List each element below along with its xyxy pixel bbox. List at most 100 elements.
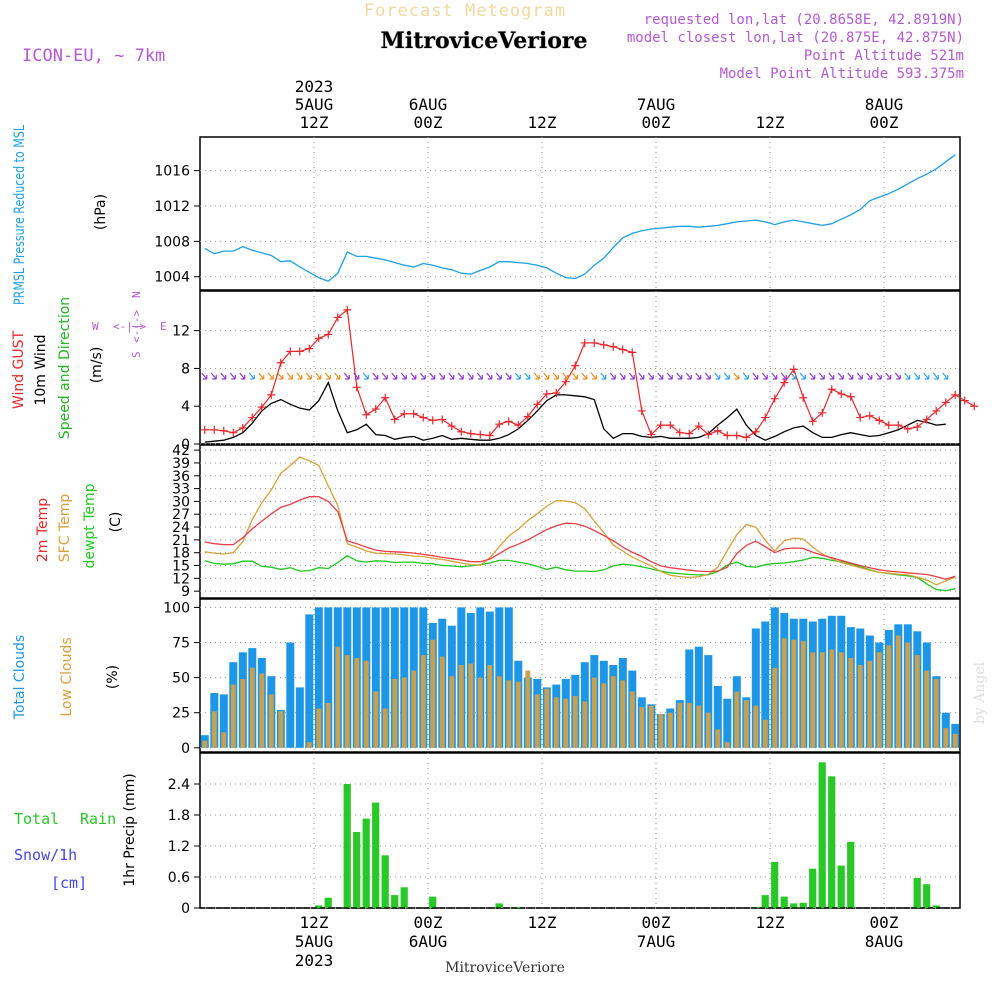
wind-direction-arrow (362, 372, 369, 380)
rain-bar (400, 887, 408, 908)
y-tick-label: 18 (172, 546, 190, 562)
low-cloud-bar (905, 642, 911, 748)
top-hour-label: 00Z (870, 113, 899, 132)
compass-ew: <-|-> (113, 320, 146, 333)
low-cloud-bar (401, 677, 407, 748)
wind-direction-arrow (904, 372, 911, 380)
y-tick-label: 1016 (154, 164, 190, 180)
pressure-title-1: PRMSL Pressure Reduced to MSL (12, 125, 28, 305)
wind-direction-arrow (581, 372, 588, 380)
y-tick-label: 25 (172, 706, 190, 722)
product-title: Forecast Meteogram (364, 1, 566, 21)
low-cloud-bar (658, 714, 664, 748)
dewpoint-line (204, 554, 956, 592)
low-cloud-bar (848, 658, 854, 748)
wind-direction-arrow (685, 372, 692, 380)
wind-direction-arrow (201, 372, 208, 380)
panel-frame-temperature (199, 444, 961, 599)
credit-label: by Angel (972, 661, 988, 724)
wind-direction-arrow (524, 372, 531, 380)
wind-direction-arrow (429, 372, 436, 380)
y-tick-label: 15 (172, 559, 190, 575)
pressure-side-label: PRMSL Pressure Reduced to MSL (hPa) (12, 125, 109, 305)
gust-marker (865, 411, 874, 420)
wind-direction-arrow (258, 372, 265, 380)
precip-total-label: Total (14, 810, 59, 828)
low-cloud-bar (933, 679, 939, 748)
compass-s: S (130, 351, 143, 358)
wind-direction-arrow (894, 372, 901, 380)
snow-label: Snow/1h (14, 846, 77, 864)
gust-marker (514, 421, 523, 430)
low-cloud-bar (857, 665, 863, 748)
y-tick-label: 1.8 (168, 808, 190, 824)
wind-direction-arrow (495, 372, 502, 380)
low-cloud-bar (325, 702, 331, 748)
point-altitude: Point Altitude 521m (804, 48, 964, 64)
rain-bar (324, 897, 332, 908)
low-cloud-bar (496, 676, 502, 748)
rain-bar (799, 902, 807, 908)
gust-marker (932, 406, 941, 415)
rain-bar (837, 865, 845, 908)
gust-marker (846, 392, 855, 401)
wind-direction-arrow (372, 372, 379, 380)
low-cloud-bar (886, 645, 892, 748)
wind-direction-arrow (809, 372, 816, 380)
y-tick-label: 33 (172, 482, 190, 498)
wind-direction-arrow (885, 372, 892, 380)
low-cloud-bar (601, 683, 607, 748)
wind-direction-arrow (752, 372, 759, 380)
y-tick-label: 1004 (154, 270, 190, 286)
gust-marker (248, 413, 257, 422)
low-cloud-bar (439, 656, 445, 748)
low-cloud-bar (753, 705, 759, 748)
wind-direction-arrow (457, 372, 464, 380)
low-cloud-bar (686, 702, 692, 748)
wind-direction-arrow (761, 372, 768, 380)
wind-direction-arrow (505, 372, 512, 380)
low-cloud-bar (895, 635, 901, 748)
gust-marker (352, 383, 361, 392)
low-cloud-bar (591, 677, 597, 748)
gust-marker (628, 348, 637, 357)
wind-direction-arrow (723, 372, 730, 380)
y-tick-label: 100 (163, 600, 190, 616)
wind-direction-arrow (780, 372, 787, 380)
gust-marker (827, 385, 836, 394)
low-cloud-bar (468, 663, 474, 748)
low-cloud-bar (867, 660, 873, 748)
gust-marker (362, 410, 371, 419)
wind-direction-arrow (410, 372, 417, 380)
wind-direction-arrow (296, 372, 303, 380)
y-tick-label: 0.6 (168, 870, 190, 886)
wind-direction-arrow (847, 372, 854, 380)
wind-direction-arrow (695, 372, 702, 380)
total-cloud-bar (713, 686, 722, 748)
wind-direction-arrow (486, 372, 493, 380)
wind-10m-title: 10m Wind (33, 334, 49, 405)
low-cloud-bar (838, 652, 844, 748)
wind-direction-arrow (467, 372, 474, 380)
temp-ylabel: (C) (108, 512, 124, 533)
wind-direction-arrow (400, 372, 407, 380)
low-cloud-bar (914, 655, 920, 748)
low-cloud-bar (221, 732, 227, 748)
low-cloud-bar (392, 679, 398, 748)
low-cloud-bar (743, 700, 749, 748)
total-cloud-bar (390, 607, 399, 748)
rain-bar (771, 862, 779, 908)
gust-marker (799, 393, 808, 402)
total-cloud-bar (219, 694, 228, 748)
wind-direction-arrow (733, 372, 740, 380)
low-cloud-bar (230, 684, 236, 748)
closest-coords: model closest lon,lat (20.875E, 42.875N) (627, 30, 964, 46)
rain-bar (315, 905, 323, 908)
low-cloud-bar (411, 670, 417, 748)
top-hour-label: 00Z (414, 113, 443, 132)
wind-direction-arrow (220, 372, 227, 380)
dew-title: dewpt Temp (82, 483, 98, 568)
y-tick-label: 39 (172, 456, 190, 472)
wind-direction-arrow (818, 372, 825, 380)
